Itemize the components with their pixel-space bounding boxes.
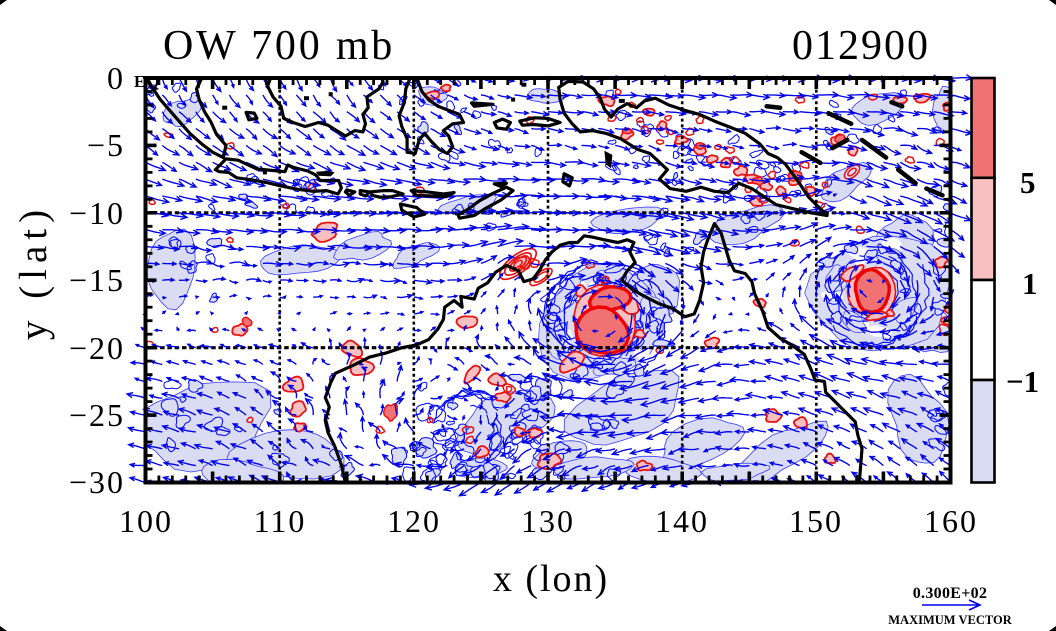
svg-text:MAXIMUM VECTOR: MAXIMUM VECTOR xyxy=(888,613,1012,627)
svg-text:−20: −20 xyxy=(69,330,125,366)
svg-text:−30: −30 xyxy=(69,464,125,500)
svg-text:y (lat): y (lat) xyxy=(12,204,55,340)
svg-text:−5: −5 xyxy=(87,127,125,163)
svg-text:100: 100 xyxy=(119,503,173,539)
svg-text:130: 130 xyxy=(521,503,575,539)
svg-text:x (lon): x (lon) xyxy=(493,558,609,600)
svg-text:160: 160 xyxy=(924,503,978,539)
svg-text:120: 120 xyxy=(387,503,441,539)
svg-text:140: 140 xyxy=(655,503,709,539)
svg-text:EQ: EQ xyxy=(134,72,161,91)
svg-text:−25: −25 xyxy=(69,397,125,433)
svg-text:OW 700 mb: OW 700 mb xyxy=(163,23,395,69)
svg-text:−15: −15 xyxy=(69,262,125,298)
svg-text:012900: 012900 xyxy=(792,23,930,69)
svg-text:−1: −1 xyxy=(1006,364,1039,399)
svg-text:150: 150 xyxy=(789,503,843,539)
svg-text:0.300E+02: 0.300E+02 xyxy=(913,585,988,602)
svg-text:110: 110 xyxy=(254,503,307,539)
svg-text:0: 0 xyxy=(107,60,125,96)
svg-text:1: 1 xyxy=(1022,266,1038,301)
svg-text:−10: −10 xyxy=(69,195,125,231)
svg-text:5: 5 xyxy=(1020,165,1036,200)
